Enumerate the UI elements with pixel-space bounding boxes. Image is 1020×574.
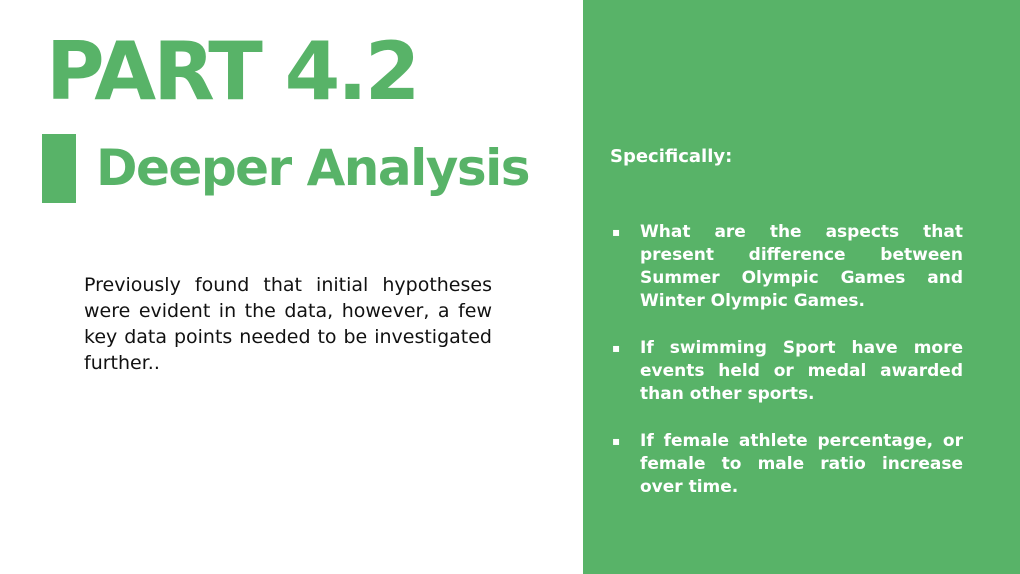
list-item: ▪ If swimming Sport have more events hel… xyxy=(610,337,963,406)
square-bullet-icon: ▪ xyxy=(612,430,620,453)
panel-heading: Specifically: xyxy=(610,145,732,169)
bullet-text: If female athlete percentage, or female … xyxy=(640,431,963,497)
section-subtitle: Deeper Analysis xyxy=(96,136,529,200)
accent-bar xyxy=(42,134,76,203)
part-title: PART 4.2 xyxy=(46,22,417,122)
bullet-text: If swimming Sport have more events held … xyxy=(640,338,963,404)
list-item: ▪ If female athlete percentage, or femal… xyxy=(610,430,963,499)
bullet-list: ▪ What are the aspects that present diff… xyxy=(610,221,963,523)
list-item: ▪ What are the aspects that present diff… xyxy=(610,221,963,313)
square-bullet-icon: ▪ xyxy=(612,221,620,244)
bullet-text: What are the aspects that present differ… xyxy=(640,222,963,311)
green-panel: Specifically: ▪ What are the aspects tha… xyxy=(583,0,1020,574)
square-bullet-icon: ▪ xyxy=(612,337,620,360)
intro-paragraph: Previously found that initial hypotheses… xyxy=(84,272,492,376)
